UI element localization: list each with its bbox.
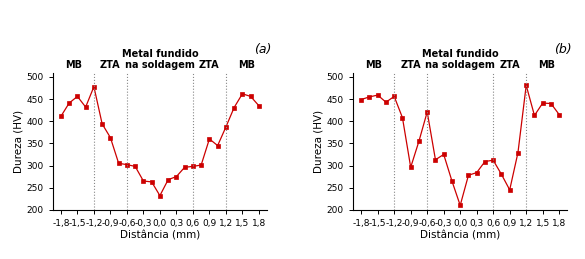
Text: MB: MB: [365, 60, 382, 70]
Text: ZTA: ZTA: [199, 60, 220, 70]
Text: MB: MB: [538, 60, 555, 70]
Y-axis label: Dureza (HV): Dureza (HV): [314, 110, 324, 173]
Text: ZTA: ZTA: [100, 60, 121, 70]
Text: ZTA: ZTA: [400, 60, 421, 70]
Text: (a): (a): [254, 43, 271, 56]
Text: Metal fundido
na soldagem: Metal fundido na soldagem: [422, 49, 498, 70]
Text: ZTA: ZTA: [500, 60, 520, 70]
X-axis label: Distância (mm): Distância (mm): [120, 231, 200, 241]
X-axis label: Distância (mm): Distância (mm): [420, 231, 500, 241]
Text: (b): (b): [554, 43, 572, 56]
Text: MB: MB: [65, 60, 82, 70]
Y-axis label: Dureza (HV): Dureza (HV): [13, 110, 23, 173]
Text: Metal fundido
na soldagem: Metal fundido na soldagem: [122, 49, 198, 70]
Text: MB: MB: [238, 60, 255, 70]
